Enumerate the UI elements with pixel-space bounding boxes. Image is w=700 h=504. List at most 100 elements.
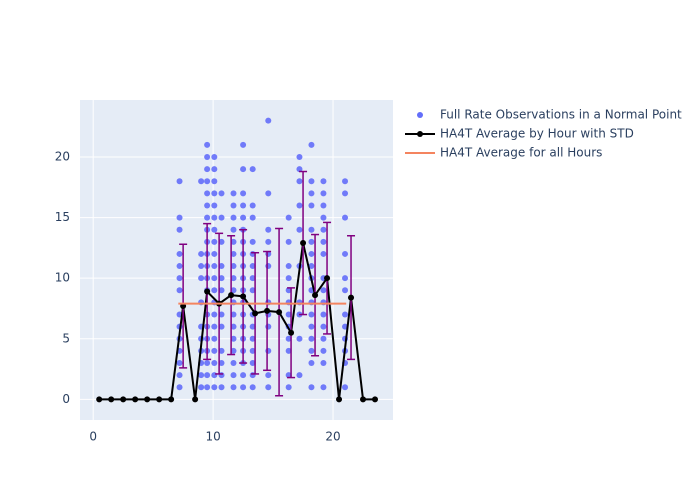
line-marker [324,275,331,282]
scatter-point [296,226,303,233]
scatter-point [308,263,315,270]
scatter-point [308,178,315,185]
scatter-point [240,141,247,148]
scatter-point [176,214,183,221]
scatter-point [285,287,292,294]
scatter-point [285,214,292,221]
scatter-point [211,335,218,342]
scatter-point [230,311,237,318]
scatter-point [320,311,327,318]
scatter-point [218,263,225,270]
scatter-point [240,166,247,173]
scatter-point [218,311,225,318]
scatter-point [211,360,218,367]
plot-area [80,100,393,420]
scatter-point [198,250,205,257]
scatter-point [285,347,292,354]
legend-symbol [417,131,423,137]
line-marker [264,307,271,314]
line-marker [132,396,139,403]
scatter-point [211,287,218,294]
scatter-point [285,335,292,342]
scatter-point [320,226,327,233]
scatter-point [198,372,205,379]
scatter-point [285,372,292,379]
line-marker [228,292,235,299]
scatter-point [176,275,183,282]
scatter-point [320,335,327,342]
line-marker [192,396,199,403]
legend-label: HA4T Average for all Hours [440,146,602,160]
scatter-point [204,384,211,391]
scatter-point [249,263,256,270]
scatter-point [265,238,272,245]
scatter-point [342,275,349,282]
scatter-point [211,153,218,160]
scatter-point [265,384,272,391]
y-tick-label: 10 [55,271,70,285]
scatter-point [320,323,327,330]
scatter-point [240,372,247,379]
line-marker [156,396,163,403]
scatter-point [249,287,256,294]
scatter-point [265,347,272,354]
line-marker [96,396,103,403]
scatter-point [240,214,247,221]
x-tick-label: 10 [205,430,220,444]
scatter-point [218,287,225,294]
scatter-point [211,275,218,282]
scatter-point [320,384,327,391]
scatter-point [211,263,218,270]
scatter-point [198,178,205,185]
scatter-point [296,202,303,209]
scatter-point [320,178,327,185]
scatter-point [204,178,211,185]
scatter-point [204,202,211,209]
x-tick-label: 20 [325,430,340,444]
scatter-point [249,323,256,330]
scatter-point [211,178,218,185]
scatter-point [308,238,315,245]
line-marker [204,288,211,295]
scatter-point [218,190,225,197]
scatter-point [176,372,183,379]
scatter-point [211,214,218,221]
y-tick-label: 20 [55,149,70,163]
scatter-point [265,372,272,379]
scatter-point [285,311,292,318]
scatter-point [308,226,315,233]
line-marker [120,396,127,403]
scatter-point [198,263,205,270]
scatter-point [211,250,218,257]
scatter-point [204,153,211,160]
scatter-point [342,190,349,197]
legend-label: Full Rate Observations in a Normal Point [440,108,682,122]
scatter-point [211,202,218,209]
scatter-point [240,190,247,197]
scatter-point [176,384,183,391]
scatter-point [211,226,218,233]
line-marker [240,293,247,300]
scatter-point [176,263,183,270]
scatter-point [308,141,315,148]
scatter-point [211,372,218,379]
scatter-point [320,190,327,197]
scatter-point [230,372,237,379]
scatter-point [308,335,315,342]
scatter-point [249,275,256,282]
scatter-point [230,226,237,233]
scatter-point [342,214,349,221]
scatter-point [249,238,256,245]
scatter-point [296,178,303,185]
scatter-point [249,214,256,221]
scatter-point [198,275,205,282]
scatter-point [176,250,183,257]
scatter-point [249,202,256,209]
line-marker [372,396,379,403]
y-tick-label: 15 [55,210,70,224]
scatter-point [230,214,237,221]
scatter-point [342,311,349,318]
scatter-point [204,141,211,148]
scatter-point [198,384,205,391]
scatter-point [285,263,292,270]
